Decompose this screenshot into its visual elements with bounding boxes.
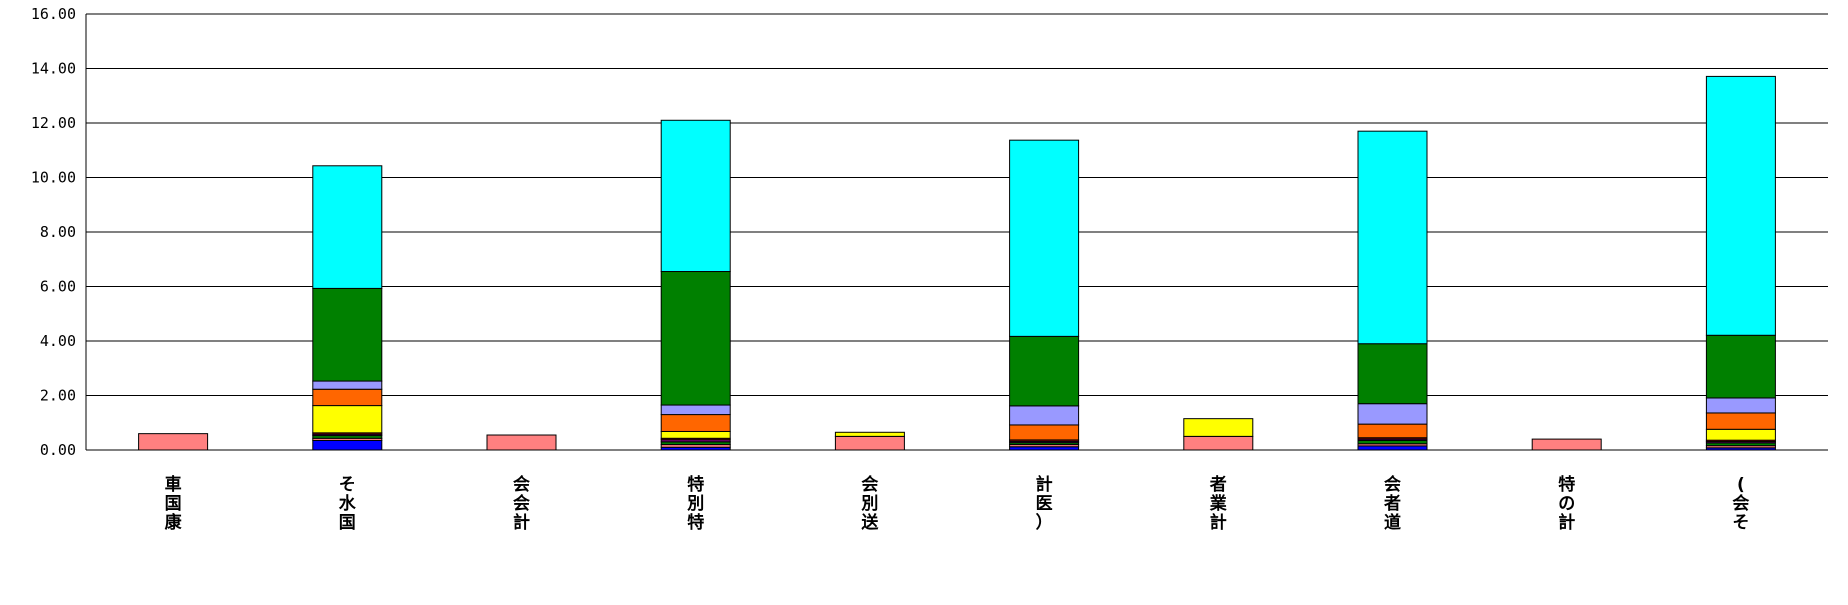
bar-segment: [312, 388, 383, 407]
y-tick-label: 0.00: [40, 441, 76, 459]
bar-segment: [1009, 139, 1080, 337]
bar-segment: [660, 404, 731, 416]
bar-segment: [312, 165, 383, 289]
bar-segment: [1009, 405, 1080, 426]
bar-segment: [1183, 435, 1254, 451]
y-tick-label: 4.00: [40, 332, 76, 350]
bar-segment: [1705, 397, 1776, 414]
x-tick-label: 特の計: [1558, 474, 1575, 533]
bar-segment: [1705, 334, 1776, 399]
x-tick-label: 車国康: [165, 474, 183, 533]
x-tick-label: 計医）: [1036, 474, 1053, 533]
bar-segment: [1357, 343, 1428, 405]
bar-segment: [486, 434, 557, 451]
bar-segment: [1009, 424, 1080, 441]
x-tick-label: 会別送: [860, 474, 879, 533]
x-tick-label: そ水国: [339, 475, 357, 533]
bar-segment: [312, 287, 383, 382]
y-tick-label: 6.00: [40, 278, 76, 296]
bar-segment: [1009, 335, 1080, 407]
y-tick-label: 2.00: [40, 387, 76, 405]
x-axis: 車国康 そ水国 会会計 特別特 会別送 計医） 者業計 会者道 特の計 (会そ: [165, 474, 1750, 533]
bar-segment: [660, 430, 731, 439]
bar-segment: [138, 433, 209, 451]
y-tick-label: 8.00: [40, 223, 76, 241]
bar-segment: [312, 439, 383, 451]
bar-segment: [834, 435, 905, 451]
y-axis: 0.00 2.00 4.00 6.00 8.00 10.00 12.00 14.00 16.00: [31, 5, 87, 459]
bar-segment: [312, 380, 383, 390]
bar-segment: [660, 119, 731, 273]
bars: [138, 75, 1776, 451]
bar-segment: [1357, 445, 1428, 451]
bar-segment: [1357, 130, 1428, 345]
bar-segment: [312, 405, 383, 434]
bar-segment: [660, 414, 731, 432]
y-tick-label: 10.00: [31, 169, 76, 187]
bar-segment: [1183, 418, 1254, 437]
bar-segment: [834, 431, 905, 437]
bar-segment: [1357, 423, 1428, 439]
x-tick-label: (会そ: [1732, 475, 1749, 533]
bar-segment: [1357, 403, 1428, 425]
x-tick-label: 会者道: [1383, 474, 1401, 533]
bar-segment: [1705, 75, 1776, 336]
bar-segment: [1531, 438, 1602, 451]
y-tick-label: 16.00: [31, 5, 76, 23]
x-tick-label: 者業計: [1209, 474, 1227, 533]
bar-segment: [1705, 412, 1776, 430]
bar-segment: [660, 271, 731, 406]
y-tick-label: 12.00: [31, 114, 76, 132]
bar-segment: [1705, 428, 1776, 441]
x-tick-label: 特別特: [686, 474, 704, 533]
x-tick-label: 会会計: [513, 474, 530, 533]
y-tick-label: 14.00: [31, 60, 76, 78]
